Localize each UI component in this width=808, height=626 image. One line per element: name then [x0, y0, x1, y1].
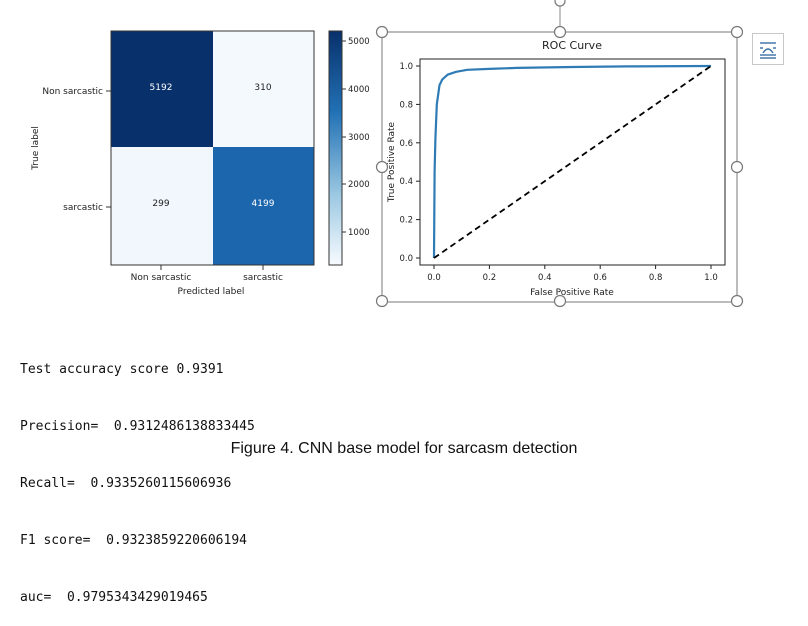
resize-handle-top[interactable] — [553, 25, 567, 39]
metric-accuracy: Test accuracy score 0.9391 — [20, 362, 224, 377]
metrics-output: Test accuracy score 0.9391 Precision= 0.… — [20, 322, 255, 626]
roc-xtick-3: 0.6 — [593, 273, 607, 283]
metric-recall: Recall= 0.9335260115606936 — [20, 476, 232, 491]
cm-cell-0-0 — [111, 31, 213, 147]
roc-ytick-2: 0.4 — [399, 177, 413, 187]
roc-curve-line — [432, 64, 712, 259]
layout-options-button[interactable] — [752, 33, 784, 65]
rotate-handle[interactable] — [554, 0, 566, 7]
colorbar-tick-4000: 4000 — [348, 85, 370, 95]
metric-auc: auc= 0.9795343429019465 — [20, 590, 208, 605]
confusion-matrix-figure: 5192 310 299 4199 Non sarcastic sarcasti… — [31, 30, 370, 297]
roc-chart-image[interactable]: ROC Curve False Positive Rate True Posit… — [370, 0, 750, 312]
cm-value-0-1: 310 — [254, 83, 271, 93]
roc-xtick-0: 0.0 — [427, 273, 441, 283]
colorbar-tick-5000: 5000 — [348, 37, 370, 47]
roc-ylabel: True Positive Rate — [387, 121, 397, 203]
colorbar — [328, 30, 343, 266]
cm-cell-0-1 — [213, 31, 314, 147]
cm-ytick-0: Non sarcastic — [42, 87, 103, 97]
roc-ytick-3: 0.6 — [399, 139, 413, 149]
roc-ytick-0: 0.0 — [399, 254, 413, 264]
roc-xtick-2: 0.4 — [538, 273, 552, 283]
cm-value-1-0: 299 — [152, 199, 169, 209]
resize-handle-top-right[interactable] — [730, 25, 744, 39]
roc-chance-line — [433, 65, 712, 259]
roc-xtick-5: 1.0 — [704, 273, 718, 283]
cm-value-0-0: 5192 — [150, 83, 173, 93]
cm-xlabel: Predicted label — [178, 287, 245, 297]
roc-xlabel: False Positive Rate — [530, 288, 614, 298]
resize-handle-bottom-left[interactable] — [375, 294, 389, 308]
resize-handle-bottom-right[interactable] — [730, 294, 744, 308]
resize-handle-right[interactable] — [730, 160, 744, 174]
cm-ytick-1: sarcastic — [63, 203, 103, 213]
roc-ytick-5: 1.0 — [399, 62, 413, 72]
cm-xtick-1: sarcastic — [243, 273, 283, 283]
resize-handle-left[interactable] — [375, 160, 389, 174]
resize-handle-bottom[interactable] — [553, 294, 567, 308]
roc-xtick-1: 0.2 — [483, 273, 497, 283]
wrap-text-icon — [760, 42, 776, 59]
colorbar-tick-3000: 3000 — [348, 133, 370, 143]
metric-f1: F1 score= 0.9323859220606194 — [20, 533, 247, 548]
metric-precision: Precision= 0.9312486138833445 — [20, 419, 255, 434]
cm-cell-1-0 — [111, 147, 213, 265]
resize-handle-top-left[interactable] — [375, 25, 389, 39]
figure-caption: Figure 4. CNN base model for sarcasm det… — [230, 440, 578, 457]
colorbar-ticks: 5000 4000 3000 2000 1000 — [342, 37, 370, 238]
cm-ylabel: True label — [31, 126, 41, 171]
cm-xtick-0: Non sarcastic — [131, 273, 192, 283]
cm-value-1-1: 4199 — [252, 199, 275, 209]
roc-title: ROC Curve — [542, 39, 602, 52]
roc-ytick-1: 0.2 — [399, 216, 413, 226]
colorbar-tick-2000: 2000 — [348, 180, 370, 190]
cm-cell-1-1 — [213, 147, 314, 265]
roc-ytick-4: 0.8 — [399, 100, 413, 110]
colorbar-tick-1000: 1000 — [348, 228, 370, 238]
roc-plot-area — [419, 58, 726, 266]
roc-xtick-4: 0.8 — [649, 273, 663, 283]
